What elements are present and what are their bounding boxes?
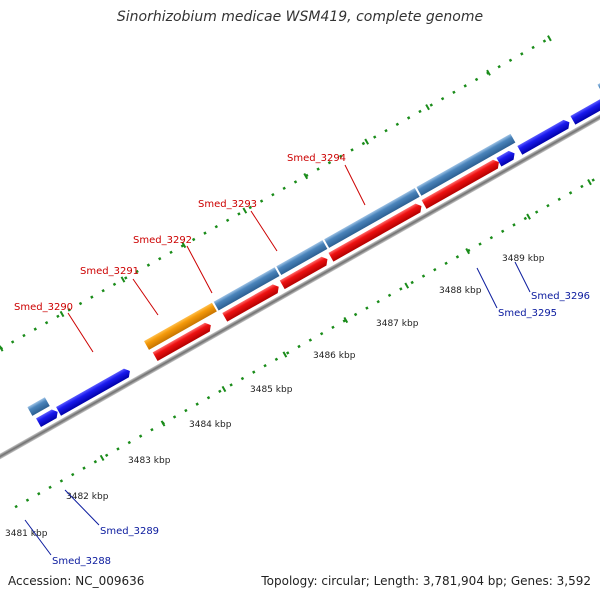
feature-arrow-3288[interactable] xyxy=(36,407,60,428)
footer-stats: Topology: circular; Length: 3,781,904 bp… xyxy=(261,574,591,588)
feature-smed-3291[interactable] xyxy=(213,267,280,311)
callout-lines xyxy=(24,164,531,556)
gene-label-smed-3289[interactable]: Smed_3289 xyxy=(100,526,159,537)
outer-major-ticks xyxy=(0,35,552,352)
feature-smed-3288[interactable] xyxy=(27,397,50,416)
feature-arrow-3291[interactable] xyxy=(222,282,281,322)
feature-arrow-3292[interactable] xyxy=(279,255,330,290)
scale-label-3484: 3484 kbp xyxy=(189,420,232,430)
feature-smed-3294[interactable] xyxy=(416,133,516,196)
scale-label-3485: 3485 kbp xyxy=(250,385,293,395)
inner-major-ticks xyxy=(99,179,592,462)
gene-label-smed-3288[interactable]: Smed_3288 xyxy=(52,556,111,567)
scale-label-3488: 3488 kbp xyxy=(439,286,482,296)
scale-label-3482: 3482 kbp xyxy=(66,492,109,502)
feature-arrow-3293[interactable] xyxy=(328,202,423,262)
scale-label-3483: 3483 kbp xyxy=(128,456,171,466)
gene-label-smed-3295[interactable]: Smed_3295 xyxy=(498,308,557,319)
gene-label-smed-3296[interactable]: Smed_3296 xyxy=(531,291,590,302)
feature-arrow-3289[interactable] xyxy=(56,367,132,416)
gene-label-smed-3291[interactable]: Smed_3291 xyxy=(80,266,139,277)
feature-smed-3290[interactable] xyxy=(144,302,217,350)
gene-label-smed-3290[interactable]: Smed_3290 xyxy=(14,302,73,313)
scale-label-3481: 3481 kbp xyxy=(5,529,48,539)
scale-label-3487: 3487 kbp xyxy=(376,319,419,329)
gene-label-smed-3293[interactable]: Smed_3293 xyxy=(198,199,257,210)
outer-tick-ring xyxy=(0,35,554,383)
feature-arrow-3296[interactable] xyxy=(570,68,600,125)
genome-backbone xyxy=(0,90,600,470)
map-title: Sinorhizobium medicae WSM419, complete g… xyxy=(116,9,484,25)
feature-arrow-3295a[interactable] xyxy=(496,149,517,167)
footer-accession: Accession: NC_009636 xyxy=(8,574,145,588)
feature-smed-3293[interactable] xyxy=(324,187,420,248)
gene-label-smed-3292[interactable]: Smed_3292 xyxy=(133,235,192,246)
inner-tick-ring xyxy=(14,161,600,509)
feature-arrow-3290[interactable] xyxy=(152,321,214,362)
scale-label-3486: 3486 kbp xyxy=(313,351,356,361)
scale-label-3489: 3489 kbp xyxy=(502,254,545,264)
feature-smed-3292[interactable] xyxy=(276,240,328,275)
feature-arrow-3295[interactable] xyxy=(517,118,572,155)
feature-arrow-3294[interactable] xyxy=(421,158,502,209)
gene-label-smed-3294[interactable]: Smed_3294 xyxy=(287,153,346,164)
